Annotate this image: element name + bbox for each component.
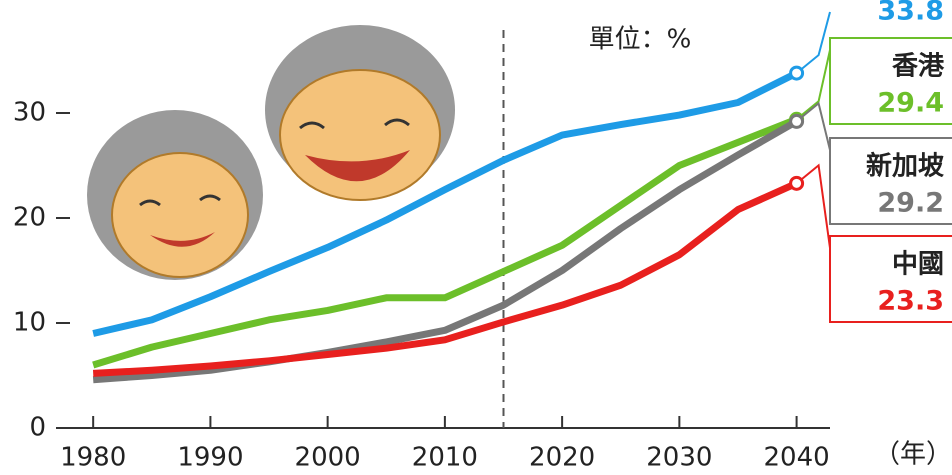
series-line (92, 180, 799, 377)
x-tick-label: 2020 (529, 443, 595, 473)
y-tick-label: 30 (13, 98, 46, 128)
connector (795, 49, 831, 121)
x-tick-label: 1990 (177, 443, 243, 473)
x-tick-label: 1980 (60, 443, 126, 473)
x-axis-unit: （年） (874, 440, 952, 470)
value-label: 29.4 (877, 88, 944, 119)
legend-label: 香港 (892, 52, 945, 82)
label-box (829, 137, 952, 225)
y-tick-label: 20 (13, 203, 46, 233)
value-label: 33.8 (877, 0, 944, 27)
label-box (829, 37, 952, 125)
unit-label: 單位：% (589, 25, 692, 55)
y-tick-label: 0 (29, 413, 46, 443)
end-point (789, 175, 805, 191)
illustration (87, 25, 455, 280)
connector (795, 11, 831, 74)
x-tick-label: 2030 (646, 443, 712, 473)
end-point (789, 65, 805, 81)
y-tick-label: 10 (13, 308, 46, 338)
value-label: 29.2 (877, 188, 944, 219)
connector (795, 163, 831, 249)
value-label: 23.3 (877, 286, 944, 317)
series-line (92, 118, 799, 384)
legend-label: 新加坡 (866, 151, 944, 182)
connector (795, 101, 831, 151)
x-tick-label: 2010 (412, 443, 478, 473)
series-line (92, 69, 799, 337)
legend-label: 中國 (892, 250, 944, 280)
end-point (789, 113, 805, 129)
series-line (92, 116, 798, 369)
x-tick-label: 2000 (295, 443, 361, 473)
label-box (829, 235, 952, 323)
x-tick-label: 2040 (764, 443, 830, 473)
